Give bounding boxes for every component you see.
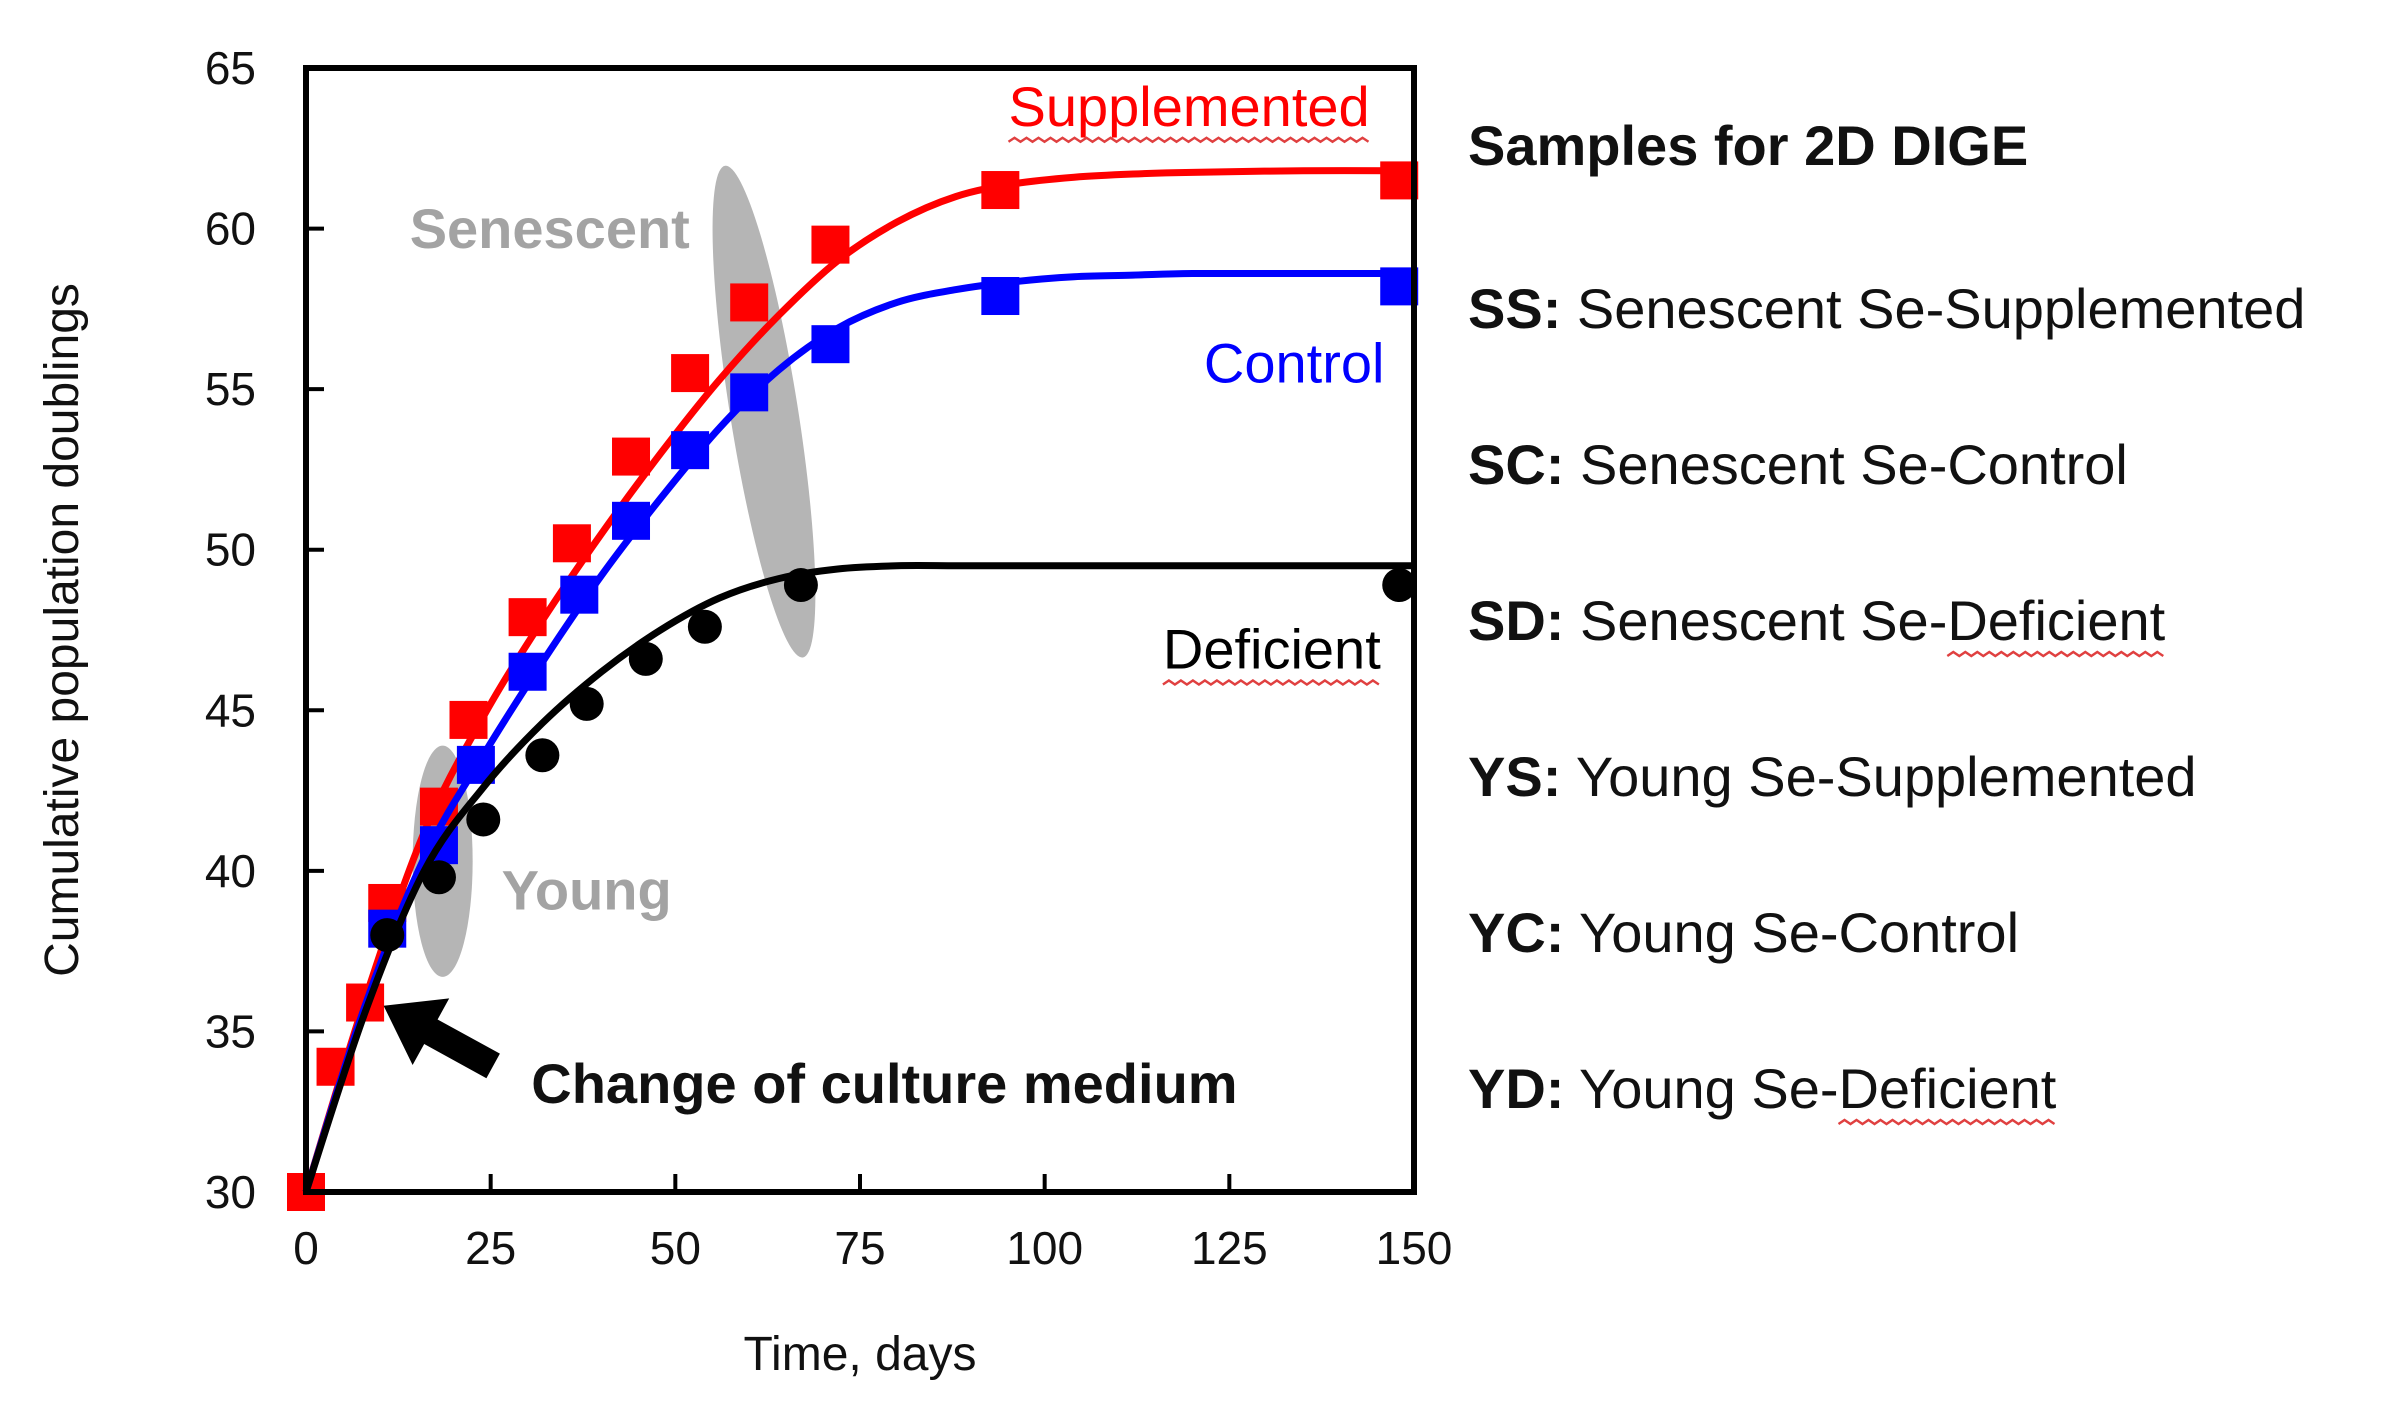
data-point-supplemented (449, 700, 488, 739)
x-tick-label: 25 (465, 1222, 516, 1274)
legend-text: Senescent Se-Supplemented (1561, 277, 2305, 340)
legend-code: YC: (1468, 901, 1564, 964)
x-tick-label: 125 (1191, 1222, 1268, 1274)
x-tick-label: 100 (1006, 1222, 1083, 1274)
y-tick-label: 30 (205, 1166, 256, 1218)
data-point-supplemented (612, 437, 651, 476)
spellcheck-underline (1946, 650, 2164, 658)
legend-text: Senescent Se-Control (1564, 433, 2127, 496)
y-tick-label: 50 (205, 524, 256, 576)
series-label-control: Control (1204, 332, 1385, 395)
x-axis-title: Time, days (744, 1328, 977, 1381)
data-point-deficient (569, 686, 604, 721)
data-point-deficient (628, 641, 663, 676)
data-point-control (730, 373, 769, 412)
legend-code: SD: (1468, 589, 1564, 652)
y-tick-label: 60 (205, 203, 256, 255)
data-point-deficient (783, 568, 818, 603)
data-point-deficient (466, 802, 501, 837)
series-deficient (302, 562, 1417, 1194)
legend-entry-ss: SS: Senescent Se-Supplemented (1468, 277, 2305, 340)
series-label-deficient: Deficient (1163, 618, 1381, 681)
medium-change-annotation: Change of culture medium (531, 1052, 1237, 1115)
legend-code: SC: (1468, 433, 1564, 496)
legend-entry-yc: YC: Young Se-Control (1468, 901, 2019, 964)
data-point-supplemented (730, 283, 769, 322)
senescent-group-label: Senescent (410, 197, 690, 260)
legend-text: Senescent Se-Deficient (1564, 589, 2165, 652)
spellcheck-underline (1162, 679, 1380, 686)
x-tick-label: 75 (834, 1222, 885, 1274)
data-point-supplemented (671, 354, 710, 393)
series-label-supplemented: Supplemented (1009, 75, 1370, 138)
legend-entry-sc: SC: Senescent Se-Control (1468, 433, 2128, 496)
data-point-control (612, 501, 651, 540)
x-tick-label: 50 (650, 1222, 701, 1274)
y-tick-label: 40 (205, 845, 256, 897)
x-tick-label: 150 (1376, 1222, 1453, 1274)
data-point-supplemented (508, 598, 547, 637)
axis-layer: 0 25 50 75 100 125 150 30 35 40 45 50 55 60 65 (205, 42, 1453, 1274)
y-tick-label: 45 (205, 684, 256, 736)
young-group-label: Young (502, 858, 672, 921)
y-tick-label: 35 (205, 1005, 256, 1057)
data-point-deficient (1382, 568, 1417, 603)
legend-text: Young Se-Supplemented (1561, 745, 2196, 808)
legend-entry-sd: SD: Senescent Se-Deficient (1468, 589, 2166, 652)
spellcheck-underline (1837, 1118, 2056, 1126)
data-point-control (981, 277, 1020, 316)
series-control (302, 267, 1419, 1194)
data-point-control (811, 325, 850, 364)
data-point-supplemented (552, 524, 591, 563)
data-point-supplemented (811, 225, 850, 264)
legend-text: Young Se-Control (1564, 901, 2019, 964)
data-point-control (560, 575, 599, 614)
y-tick-label: 65 (205, 42, 256, 94)
data-point-deficient (421, 860, 456, 895)
legend-title: Samples for 2D DIGE (1468, 114, 2028, 177)
x-tick-label: 0 (293, 1222, 319, 1274)
y-tick-label: 55 (205, 363, 256, 415)
data-point-supplemented (981, 171, 1020, 210)
data-point-deficient (687, 609, 722, 644)
legend-text: Young Se-Deficient (1564, 1057, 2056, 1120)
legend-entry-yd: YD: Young Se-Deficient (1468, 1057, 2057, 1120)
data-point-control (671, 431, 710, 470)
data-point-deficient (370, 918, 405, 953)
series-layer (287, 161, 1419, 1211)
legend-entry-ys: YS: Young Se-Supplemented (1468, 745, 2197, 808)
medium-change-arrow-icon (383, 998, 500, 1079)
legend: Samples for 2D DIGE SS: Senescent Se-Sup… (1468, 114, 2305, 1126)
highlight-layer (412, 165, 816, 977)
spellcheck-underline (1007, 136, 1370, 144)
data-point-deficient (525, 738, 560, 773)
legend-code: SS: (1468, 277, 1561, 340)
legend-code: YS: (1468, 745, 1561, 808)
legend-code: YD: (1468, 1057, 1564, 1120)
y-axis-title: Cumulative population doublings (36, 283, 89, 977)
data-point-control (508, 652, 547, 691)
